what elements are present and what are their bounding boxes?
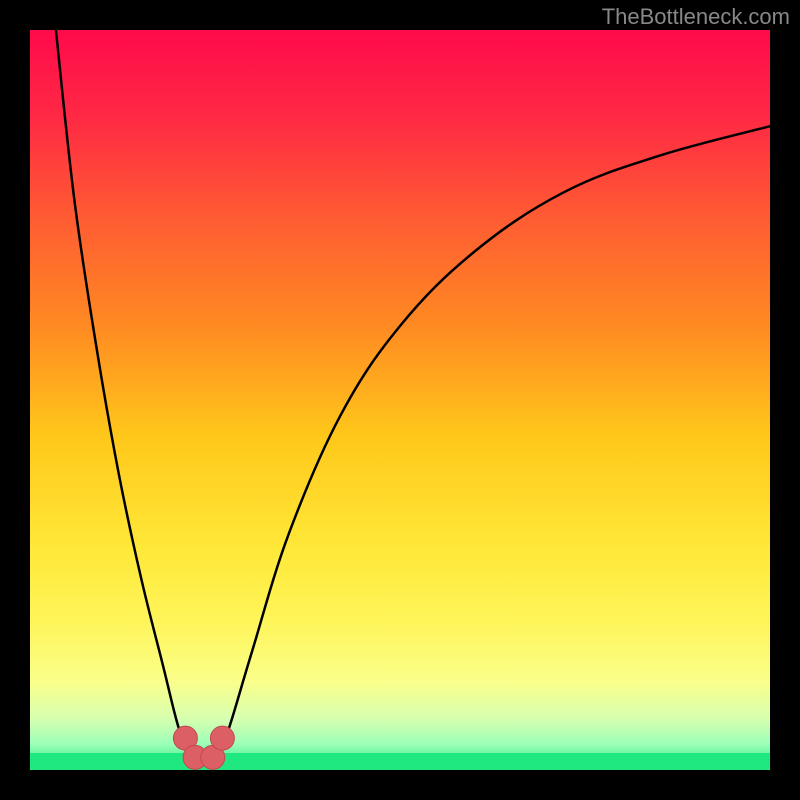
green-baseline-band [30, 753, 770, 770]
watermark-text: TheBottleneck.com [602, 4, 790, 30]
chart-container: TheBottleneck.com [0, 0, 800, 800]
plot-background-gradient [30, 30, 770, 770]
optimal-marker-3 [210, 726, 234, 750]
bottleneck-chart-svg [0, 0, 800, 800]
